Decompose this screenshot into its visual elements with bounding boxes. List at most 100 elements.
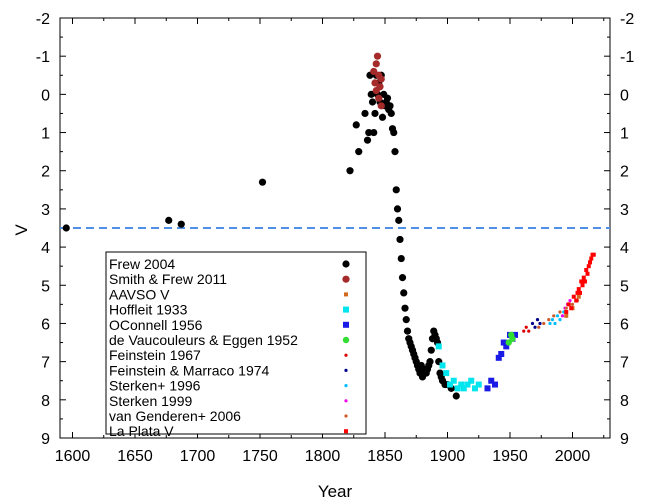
- data-point: [548, 321, 552, 326]
- legend-entry-label: La Plata V: [109, 423, 174, 439]
- data-point: [373, 52, 382, 60]
- data-point: [378, 113, 387, 121]
- data-point: [576, 294, 581, 299]
- data-point: [376, 83, 384, 91]
- y-tick-label-right: 8: [620, 393, 629, 410]
- x-tick-label: 1950: [492, 448, 528, 465]
- y-tick-label-right: 9: [620, 431, 629, 448]
- data-point: [571, 294, 576, 299]
- data-point: [568, 298, 572, 303]
- data-point: [588, 260, 592, 265]
- x-tick-label: 1750: [242, 448, 278, 465]
- data-point: [555, 314, 560, 318]
- data-point: [535, 318, 540, 322]
- data-point: [258, 178, 267, 186]
- legend-entry-label: OConnell 1956: [109, 317, 203, 333]
- data-point: [558, 318, 562, 322]
- y-tick-label: -2: [36, 11, 50, 28]
- legend-swatch: [344, 384, 348, 388]
- data-point: [542, 321, 546, 326]
- data-point: [383, 94, 392, 102]
- x-tick-label: 1650: [117, 448, 153, 465]
- data-point: [452, 392, 460, 400]
- data-point: [574, 298, 579, 303]
- legend-swatch: [344, 399, 348, 403]
- data-point: [553, 321, 557, 326]
- data-point: [403, 327, 412, 335]
- data-point: [447, 381, 453, 388]
- legend-swatch: [344, 414, 348, 418]
- legend-swatch: [343, 321, 349, 328]
- data-point: [391, 148, 399, 156]
- data-point: [500, 339, 507, 346]
- data-point: [586, 264, 591, 269]
- data-point: [368, 98, 377, 106]
- x-tick-label: 1600: [55, 448, 91, 465]
- data-point: [547, 318, 551, 322]
- data-point: [498, 351, 505, 357]
- y-tick-label: 6: [41, 316, 50, 333]
- data-point: [464, 381, 471, 388]
- data-point: [509, 335, 516, 342]
- data-point: [512, 331, 518, 338]
- data-point: [468, 377, 475, 384]
- x-axis-title: Year: [318, 482, 353, 501]
- data-point: [530, 321, 535, 326]
- data-points: [62, 52, 596, 400]
- legend-entry-label: Frew 2004: [109, 256, 175, 272]
- y-axis-title: V: [12, 224, 31, 236]
- data-point: [435, 343, 442, 350]
- legend-swatch: [342, 336, 350, 344]
- data-point: [564, 313, 569, 318]
- data-point: [363, 136, 372, 144]
- data-point: [570, 302, 575, 306]
- data-point: [371, 79, 379, 87]
- legend-swatch: [344, 353, 348, 357]
- y-tick-label: 5: [41, 278, 50, 295]
- y-tick-label-right: -1: [620, 49, 634, 66]
- x-tick-label: 1900: [430, 448, 466, 465]
- data-point: [558, 310, 562, 314]
- y-tick-label: 2: [41, 164, 50, 181]
- data-point: [439, 362, 446, 369]
- data-point: [550, 318, 555, 322]
- data-point: [591, 252, 596, 257]
- y-tick-label-right: 4: [620, 240, 629, 257]
- data-point: [367, 90, 375, 98]
- y-tick-label-right: 6: [620, 316, 629, 333]
- data-point: [370, 128, 378, 137]
- data-point: [560, 314, 565, 318]
- y-tick-label-right: -2: [620, 11, 634, 28]
- data-point: [377, 75, 385, 83]
- y-tick-label-right: 5: [620, 278, 629, 295]
- legend-swatch: [342, 260, 350, 268]
- data-point: [355, 148, 363, 156]
- legend-entry-label: Sterken 1999: [109, 393, 192, 409]
- y-tick-label: 0: [41, 87, 50, 104]
- data-point: [584, 268, 589, 272]
- data-point: [62, 224, 70, 232]
- y-tick-label: 9: [41, 431, 50, 448]
- data-point: [458, 381, 465, 388]
- x-axis-ticks: 1600 1650 1700 1750 1800 1850 1900 1950 2000: [55, 18, 605, 465]
- data-point: [589, 256, 594, 261]
- data-point: [398, 274, 407, 282]
- y-tick-label-right: 3: [620, 202, 629, 219]
- y-tick-label: -1: [36, 49, 50, 66]
- legend-box: [105, 251, 367, 435]
- data-point: [386, 102, 394, 110]
- data-point: [365, 128, 373, 137]
- data-point: [427, 346, 435, 354]
- data-point: [527, 329, 531, 333]
- legend-swatch: [344, 368, 348, 372]
- data-point: [371, 109, 379, 118]
- data-point: [495, 354, 502, 361]
- data-point: [346, 167, 354, 175]
- data-point: [524, 325, 528, 329]
- x-tick-label: 2000: [555, 448, 591, 465]
- data-point: [375, 94, 383, 102]
- data-point: [401, 304, 409, 312]
- legend-swatch: [343, 306, 349, 313]
- data-point: [492, 381, 498, 388]
